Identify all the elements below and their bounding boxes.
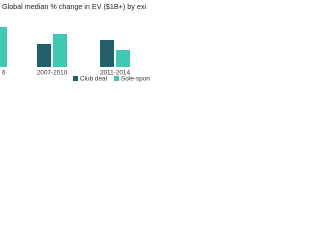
chart-title: Global median % change in EV ($1B+) by e… xyxy=(2,2,146,11)
legend-swatch xyxy=(114,76,120,81)
legend-swatch xyxy=(73,76,78,81)
bar xyxy=(53,34,67,67)
bar xyxy=(37,44,51,67)
bar xyxy=(0,27,7,67)
legend-label: Club deal xyxy=(80,75,107,82)
x-tick-label: 2007-2010 xyxy=(37,70,68,77)
legend-label: Sole-sponsor buyout xyxy=(121,75,150,82)
x-tick-label: 6 xyxy=(2,70,6,77)
bar xyxy=(116,50,130,67)
chart: Global median % change in EV ($1B+) by e… xyxy=(0,2,150,82)
x-tick-label: 2011-2014 xyxy=(100,70,131,77)
bar xyxy=(100,40,114,67)
page: {"chart_data": {"type": "bar", "title": … xyxy=(0,0,150,150)
